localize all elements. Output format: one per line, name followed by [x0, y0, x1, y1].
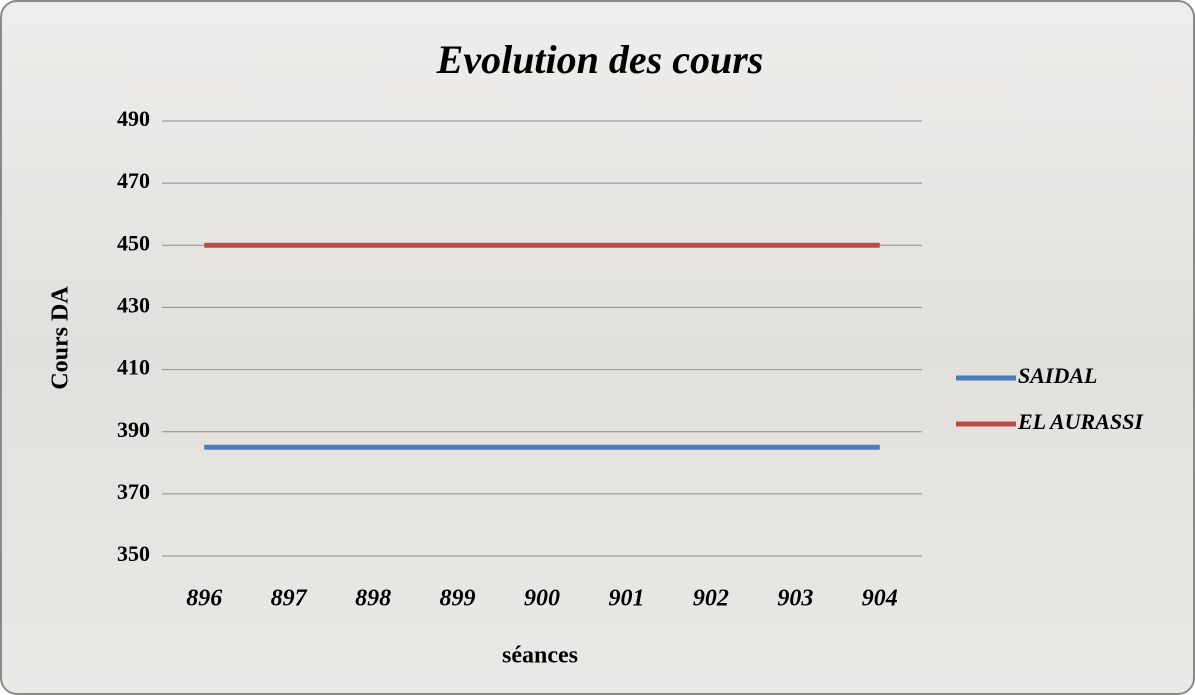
x-tick-label: 902	[693, 586, 729, 612]
y-tick-label: 490	[117, 106, 150, 131]
x-tick-label: 897	[271, 586, 308, 612]
legend-label: EL AURASSI	[1017, 409, 1144, 434]
y-tick-label: 390	[117, 417, 150, 442]
y-tick-label: 430	[117, 292, 150, 317]
y-tick-label: 470	[117, 168, 150, 193]
x-axis-title: séances	[502, 643, 578, 669]
x-tick-label: 904	[862, 586, 898, 612]
x-tick-label: 899	[440, 586, 476, 612]
y-tick-label: 350	[117, 541, 150, 566]
x-tick-label: 896	[186, 586, 222, 612]
chart-title: Evolution des cours	[436, 37, 764, 82]
x-tick-label: 900	[524, 586, 560, 612]
x-tick-label: 903	[777, 586, 813, 612]
legend-label: SAIDAL	[1018, 363, 1097, 388]
x-tick-label: 898	[355, 586, 391, 612]
x-tick-label: 901	[608, 586, 644, 612]
y-tick-label: 370	[117, 479, 150, 504]
y-tick-label: 450	[117, 230, 150, 255]
y-tick-label: 410	[117, 355, 150, 380]
y-axis-title: Cours DA	[48, 286, 74, 390]
